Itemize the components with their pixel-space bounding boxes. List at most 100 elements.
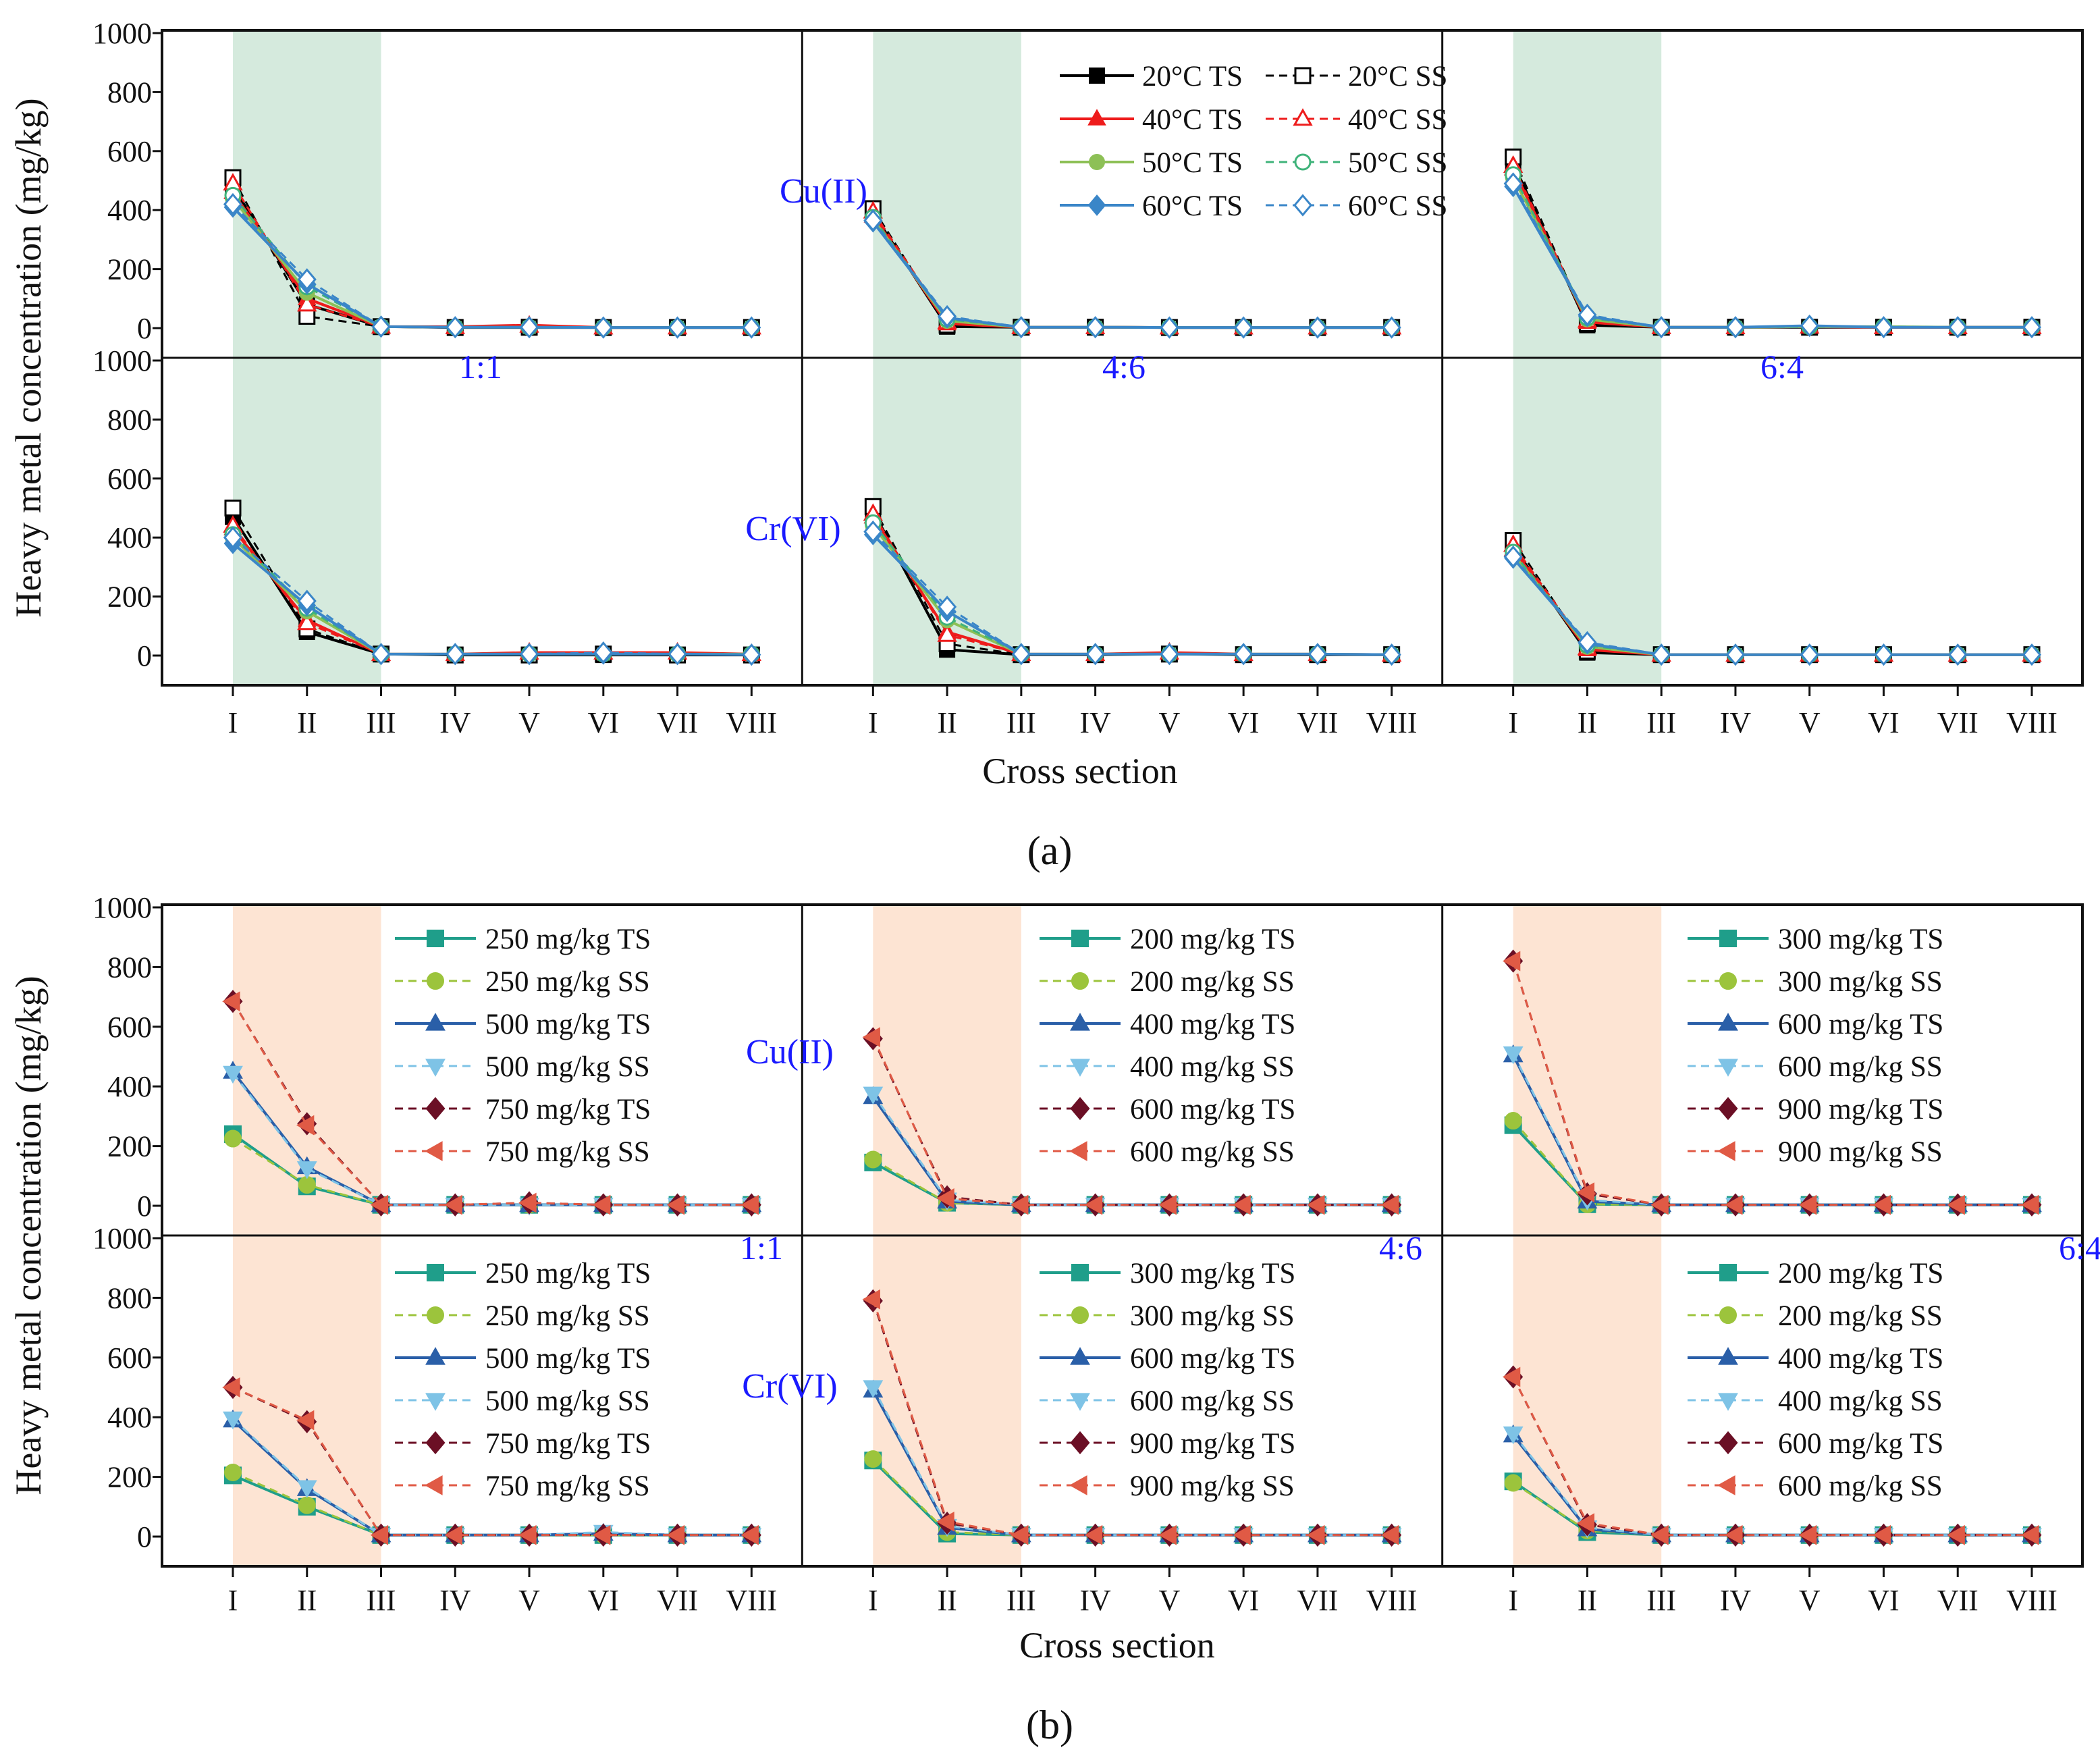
legend-label-b-2-2: 600 mg/kg TS bbox=[1778, 1009, 1943, 1040]
y-tick-label-b-1-5: 1000 bbox=[92, 1222, 152, 1255]
legend-marker-b-0-1 bbox=[427, 972, 444, 990]
y-tick-label-a-0-5: 1000 bbox=[92, 17, 152, 50]
data-point-b-2-5-4 bbox=[1798, 1194, 1817, 1215]
data-point-b-1-5-1 bbox=[936, 1188, 954, 1208]
y-tick-label-a-1-3: 600 bbox=[107, 462, 152, 496]
ratio-label-b-1: 4:6 bbox=[1379, 1229, 1422, 1267]
series-line-b-2-3 bbox=[1512, 1053, 2032, 1206]
legend-label-b-5-5: 600 mg/kg SS bbox=[1778, 1470, 1943, 1502]
data-point-b-1-5-3 bbox=[1084, 1194, 1103, 1215]
shade-b-4 bbox=[873, 1235, 1021, 1566]
legend-label-b-2-0: 300 mg/kg TS bbox=[1778, 924, 1943, 955]
ratio-label-b-2: 6:4 bbox=[2059, 1229, 2100, 1267]
series-line-b-5-3 bbox=[1512, 1433, 2032, 1537]
data-point-a-3-7-1 bbox=[297, 589, 317, 612]
x-tick-label-a-2-7: VIII bbox=[2006, 706, 2057, 739]
legend-label-b-2-1: 300 mg/kg SS bbox=[1778, 966, 1943, 998]
legend-marker-b-1-4 bbox=[1070, 1096, 1090, 1121]
shade-b-5 bbox=[1513, 1235, 1662, 1566]
legend-marker-b-4-3 bbox=[1070, 1393, 1090, 1411]
data-point-b-2-5-3 bbox=[1725, 1194, 1743, 1215]
data-point-b-2-5-2 bbox=[1650, 1194, 1669, 1215]
data-point-b-2-5-0 bbox=[1502, 951, 1521, 972]
data-point-b-1-5-7 bbox=[1380, 1194, 1399, 1215]
x-tick-label-b-2-1: II bbox=[1578, 1584, 1597, 1617]
legend-label-b-4-5: 900 mg/kg SS bbox=[1130, 1470, 1295, 1502]
series-line-a-5-7 bbox=[1512, 556, 2032, 656]
data-point-b-4-5-1 bbox=[936, 1511, 954, 1532]
panel-a-label: (a) bbox=[1027, 828, 1073, 873]
data-point-b-3-5-1 bbox=[296, 1410, 315, 1431]
ratio-label-a-2: 6:4 bbox=[1760, 348, 1804, 385]
panel-a-xlabel: Cross section bbox=[982, 751, 1178, 791]
shade-a-5 bbox=[1513, 358, 1662, 685]
data-point-a-1-7-3 bbox=[1085, 316, 1105, 339]
data-point-a-3-7-4 bbox=[519, 643, 539, 666]
panel-b-label: (b) bbox=[1026, 1703, 1073, 1747]
legend-marker-b-3-5 bbox=[425, 1475, 443, 1495]
data-point-a-1-7-7 bbox=[1382, 316, 1401, 339]
data-point-a-5-7-2 bbox=[1652, 643, 1671, 666]
y-tick-label-a-1-2: 400 bbox=[107, 521, 152, 554]
legend-label-b-1-5: 600 mg/kg SS bbox=[1130, 1136, 1295, 1168]
ratio-label-b-0: 1:1 bbox=[740, 1229, 783, 1267]
data-point-a-3-3-1 bbox=[297, 612, 317, 631]
legend-marker-b-3-3 bbox=[425, 1393, 446, 1411]
series-line-a-2-7 bbox=[1512, 183, 2032, 329]
y-tick-label-a-0-1: 200 bbox=[107, 253, 152, 286]
legend-label-a-0: 20°C TS bbox=[1142, 61, 1243, 92]
series-line-b-3-5 bbox=[232, 1386, 752, 1537]
legend-marker-b-0-3 bbox=[425, 1059, 446, 1077]
y-tick-label-b-1-1: 200 bbox=[107, 1461, 152, 1494]
metal-label-a-0: Cu(II) bbox=[780, 172, 867, 211]
x-tick-label-a-0-0: I bbox=[228, 706, 238, 739]
x-tick-label-b-0-4: V bbox=[518, 1584, 540, 1617]
x-tick-label-a-1-0: I bbox=[868, 706, 878, 739]
data-point-b-0-5-5 bbox=[592, 1194, 611, 1215]
data-point-b-3-5-3 bbox=[444, 1524, 462, 1545]
data-point-a-2-7-0 bbox=[1503, 172, 1523, 195]
series-line-a-2-6 bbox=[1511, 186, 2032, 329]
data-point-a-2-7-1 bbox=[1578, 303, 1597, 326]
data-point-b-0-5-4 bbox=[518, 1192, 537, 1213]
legend-marker-b-3-0 bbox=[427, 1264, 444, 1281]
legend-marker-b-0-2 bbox=[425, 1013, 446, 1031]
data-point-b-2-5-1 bbox=[1576, 1182, 1595, 1203]
legend-marker-b-0-4 bbox=[425, 1096, 446, 1121]
x-tick-label-a-0-3: IV bbox=[439, 706, 471, 739]
x-tick-label-a-0-7: VIII bbox=[726, 706, 777, 739]
data-point-b-4-5-6 bbox=[1307, 1524, 1325, 1545]
data-point-b-5-5-4 bbox=[1798, 1524, 1817, 1545]
data-point-b-1-5-6 bbox=[1307, 1194, 1325, 1215]
x-tick-label-a-0-5: VI bbox=[588, 706, 619, 739]
legend-marker-b-1-0 bbox=[1071, 930, 1089, 947]
data-point-a-3-7-7 bbox=[742, 643, 761, 666]
x-tick-label-a-0-4: V bbox=[518, 706, 540, 739]
data-point-a-3-7-2 bbox=[371, 643, 391, 666]
legend-label-a-1: 20°C SS bbox=[1348, 61, 1447, 92]
x-tick-label-a-1-5: VI bbox=[1228, 706, 1259, 739]
legend-label-a-2: 40°C TS bbox=[1142, 104, 1243, 136]
data-point-b-4-5-3 bbox=[1084, 1524, 1103, 1545]
legend-label-b-2-3: 600 mg/kg SS bbox=[1778, 1051, 1943, 1083]
legend-label-b-3-5: 750 mg/kg SS bbox=[485, 1470, 650, 1502]
data-point-b-0-5-6 bbox=[666, 1194, 685, 1215]
y-tick-label-b-1-0: 0 bbox=[137, 1520, 152, 1553]
x-tick-label-b-2-3: IV bbox=[1720, 1584, 1752, 1617]
legend-marker-b-2-0 bbox=[1719, 930, 1737, 947]
series-line-b-2-5 bbox=[1512, 961, 2032, 1206]
data-point-b-5-5-3 bbox=[1725, 1524, 1743, 1545]
data-point-a-1-7-2 bbox=[1011, 316, 1031, 339]
x-tick-label-a-0-6: VII bbox=[657, 706, 698, 739]
data-point-a-4-7-5 bbox=[1234, 643, 1254, 666]
data-point-b-3-5-2 bbox=[370, 1524, 389, 1545]
legend-label-a-7: 60°C SS bbox=[1348, 190, 1447, 222]
legend-label-b-5-4: 600 mg/kg TS bbox=[1778, 1428, 1943, 1460]
x-tick-label-b-1-1: II bbox=[937, 1584, 957, 1617]
data-point-b-1-1-0 bbox=[864, 1150, 882, 1169]
y-tick-label-a-1-4: 800 bbox=[107, 403, 152, 436]
legend-marker-b-3-1 bbox=[427, 1306, 444, 1324]
series-line-b-1-5 bbox=[871, 1036, 1392, 1206]
data-point-b-0-3-0 bbox=[223, 1065, 243, 1084]
